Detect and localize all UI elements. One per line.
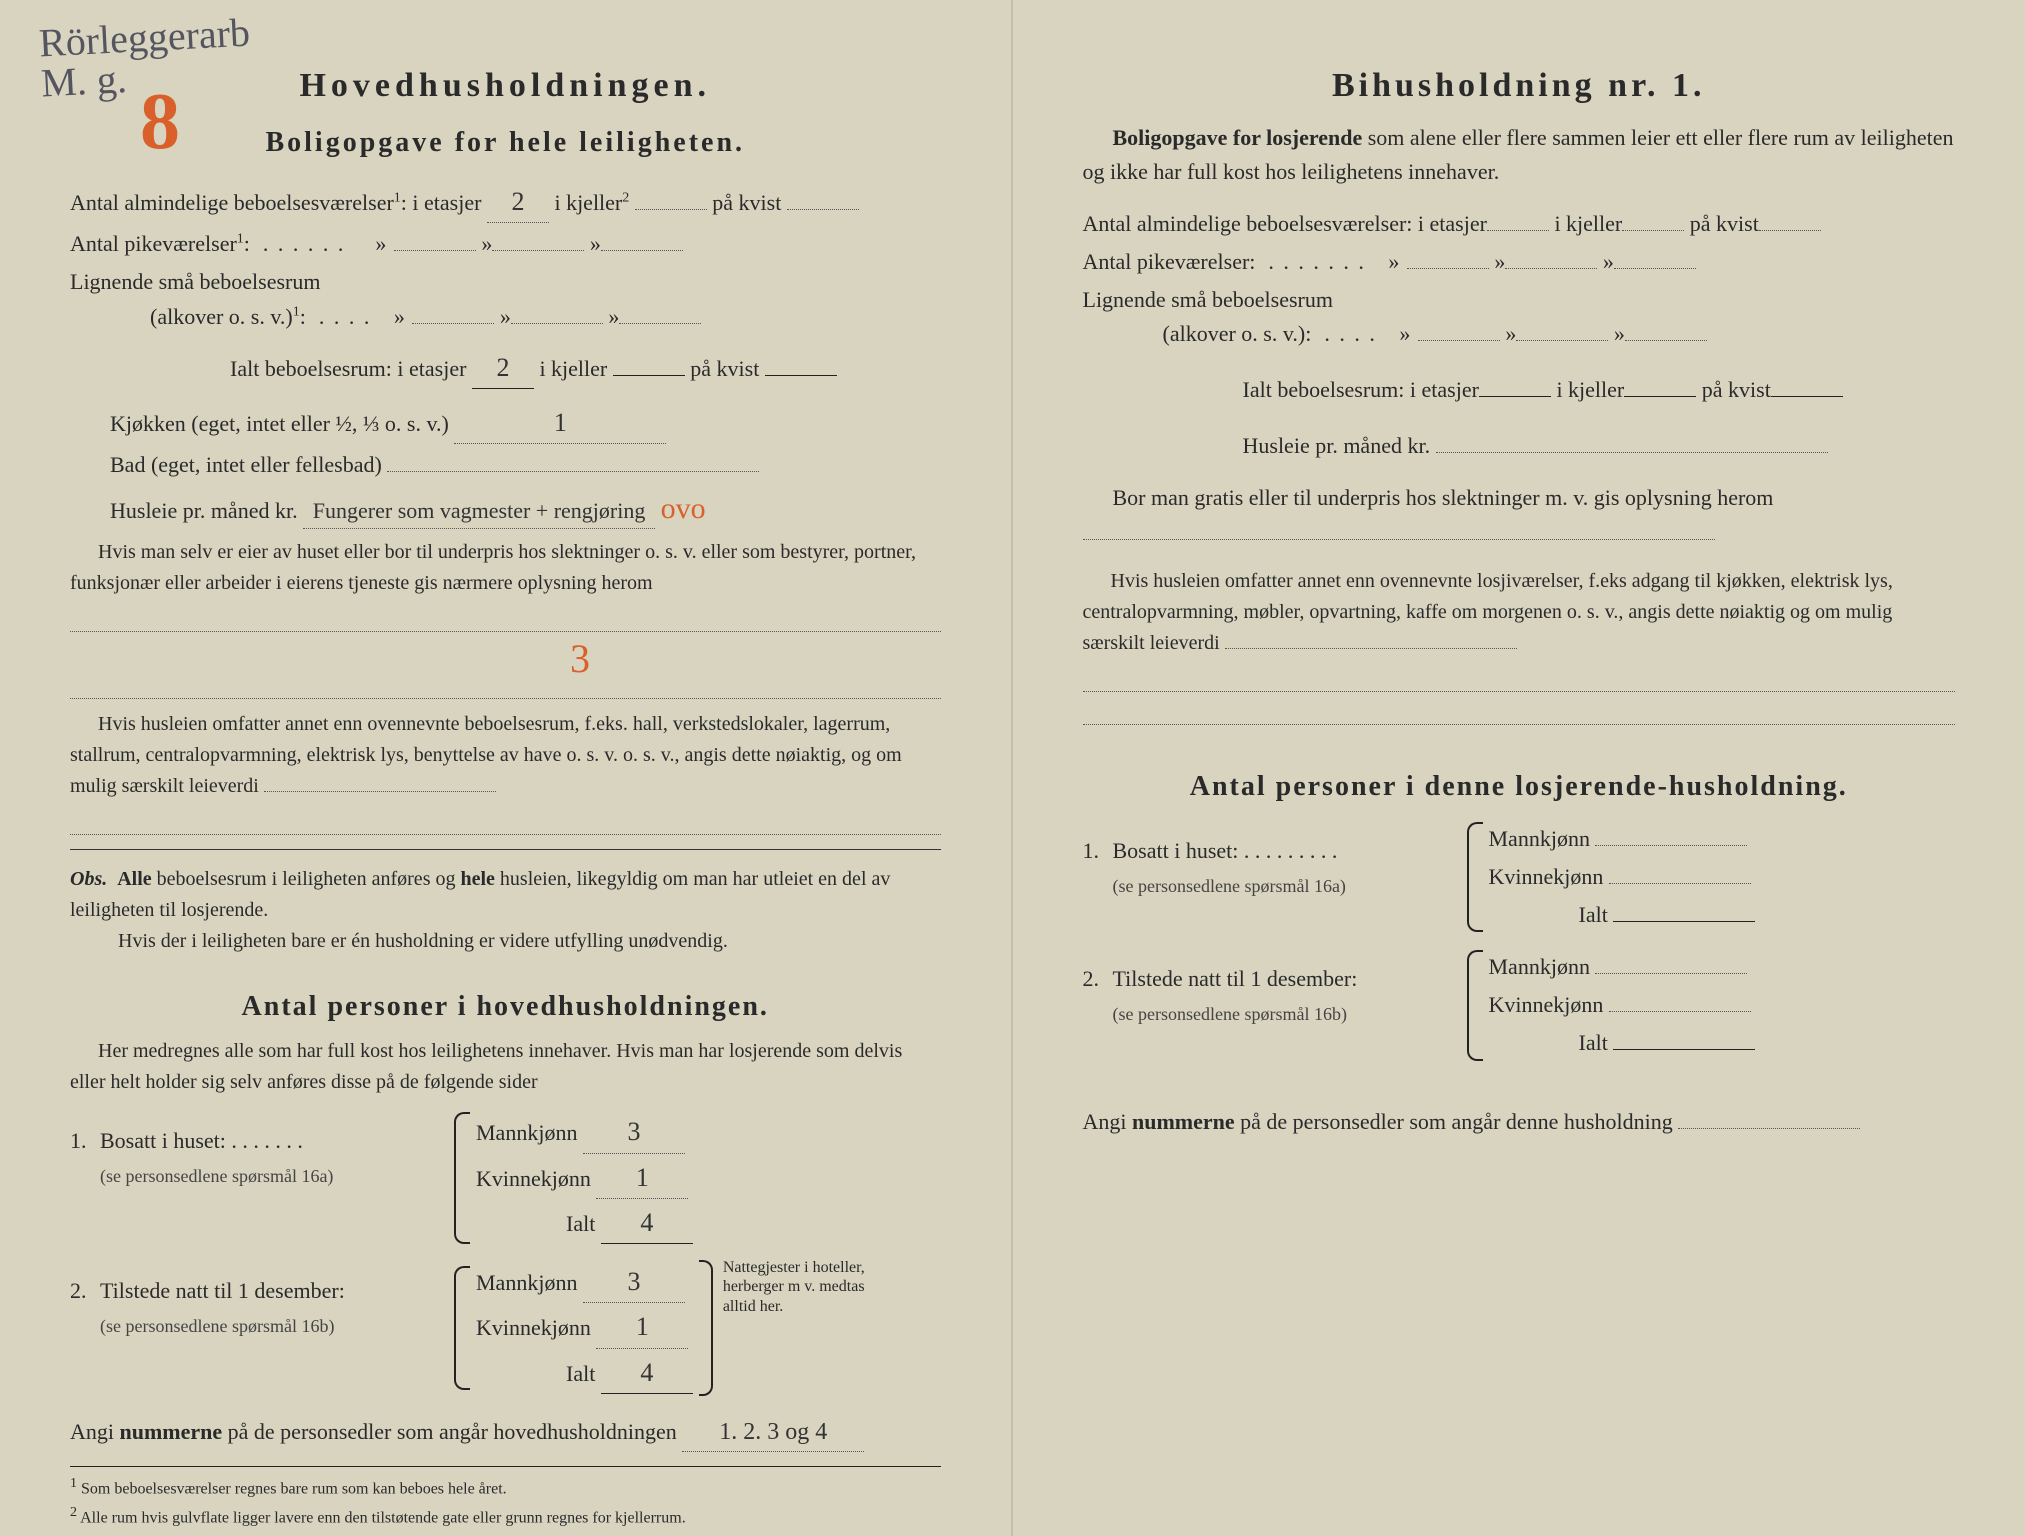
kitchen-val: 1 xyxy=(454,403,666,444)
total-rooms-line: Ialt beboelsesrum: i etasjer 2 i kjeller… xyxy=(70,348,941,389)
extra-note: Hvis husleien omfatter annet enn ovennev… xyxy=(70,709,941,802)
r-q2-row: 2.Tilstede natt til 1 desember: (se pers… xyxy=(1083,946,1956,1064)
red-mark-8: 8 xyxy=(140,60,180,184)
q1-total: 4 xyxy=(601,1203,693,1244)
r-extra-note: Hvis husleien omfatter annet enn ovennev… xyxy=(1083,566,1956,659)
r-persons-title: Antal personer i denne losjerende-hushol… xyxy=(1083,765,1956,808)
left-subtitle: Boligopgave for hele leiligheten. xyxy=(70,121,941,164)
pike-line: Antal pikeværelser1: . . . . . . » » » xyxy=(70,227,941,261)
q2-female: 1 xyxy=(596,1307,688,1348)
left-page: Rörleggerarb M. g. 8 Hovedhusholdningen.… xyxy=(0,0,1013,1536)
obs-block: Obs. Alle beboelsesrum i leiligheten anf… xyxy=(70,864,941,957)
right-intro: Boligopgave for losjerende som alene ell… xyxy=(1083,121,1956,189)
red-ovo: ovo xyxy=(661,492,706,525)
q2-row: 2.Tilstede natt til 1 desember: (se pers… xyxy=(70,1258,941,1398)
numbers-line: Angi nummerne på de personsedler som ang… xyxy=(70,1414,941,1452)
q1-brace: Mannkjønn 3 Kvinnekjønn 1 Ialt 4 xyxy=(450,1108,693,1248)
total-kvist-val xyxy=(765,375,837,376)
right-title: Bihusholdning nr. 1. xyxy=(1083,60,1956,113)
r-pike-line: Antal pikeværelser: . . . . . . . » » » xyxy=(1083,245,1956,279)
total-etasjer-val: 2 xyxy=(472,348,534,389)
q1-female: 1 xyxy=(596,1158,688,1199)
persons-title: Antal personer i hovedhusholdningen. xyxy=(70,985,941,1028)
owner-note: Hvis man selv er eier av huset eller bor… xyxy=(70,537,941,599)
rooms-kvist-val xyxy=(787,209,859,210)
q2-total: 4 xyxy=(601,1353,693,1394)
footnotes: 1 Som beboelsesværelser regnes bare rum … xyxy=(70,1466,941,1531)
numbers-val: 1. 2. 3 og 4 xyxy=(682,1414,864,1452)
r-gratis-note: Bor man gratis eller til underpris hos s… xyxy=(1083,481,1956,549)
rent-val: Fungerer som vagmester + rengjøring xyxy=(303,494,655,529)
r-total-line: Ialt beboelsesrum: i etasjer i kjeller p… xyxy=(1083,373,1956,407)
right-page: Bihusholdning nr. 1. Boligopgave for los… xyxy=(1013,0,2025,1536)
bath-val xyxy=(387,471,759,472)
persons-intro: Her medregnes alle som har full kost hos… xyxy=(70,1036,941,1098)
r-rent-line: Husleie pr. måned kr. xyxy=(1083,429,1956,463)
r-q1-brace: Mannkjønn Kvinnekjønn Ialt xyxy=(1463,818,1756,936)
rooms-etasjer-val: 2 xyxy=(487,182,549,223)
q2-sidenote: Nattegjester i hoteller, herberger m v. … xyxy=(723,1258,893,1316)
total-kjeller-val xyxy=(613,375,685,376)
rooms-line: Antal almindelige beboelsesværelser1: i … xyxy=(70,182,941,223)
corner-line1: Rörleggerarb xyxy=(38,13,251,64)
r-small-rooms-line: Lignende små beboelsesrum (alkover o. s.… xyxy=(1083,283,1956,351)
rent-line: Husleie pr. måned kr. Fungerer som vagme… xyxy=(70,486,941,533)
q2-brace: Mannkjønn 3 Kvinnekjønn 1 Ialt 4 xyxy=(450,1262,693,1394)
rooms-kjeller-val xyxy=(635,209,707,210)
q1-male: 3 xyxy=(583,1112,685,1153)
small-rooms-line: Lignende små beboelsesrum (alkover o. s.… xyxy=(70,265,941,333)
bath-line: Bad (eget, intet eller fellesbad) xyxy=(70,448,941,482)
q2-male: 3 xyxy=(583,1262,685,1303)
r-numbers-line: Angi nummerne på de personsedler som ang… xyxy=(1083,1105,1956,1139)
r-q1-row: 1.Bosatt i huset: . . . . . . . . . (se … xyxy=(1083,818,1956,936)
q1-row: 1.Bosatt i huset: . . . . . . . (se pers… xyxy=(70,1108,941,1248)
r-q2-brace: Mannkjønn Kvinnekjønn Ialt xyxy=(1463,946,1756,1064)
kitchen-line: Kjøkken (eget, intet eller ½, ⅓ o. s. v.… xyxy=(70,403,941,444)
r-rooms-line: Antal almindelige beboelsesværelser: i e… xyxy=(1083,207,1956,241)
